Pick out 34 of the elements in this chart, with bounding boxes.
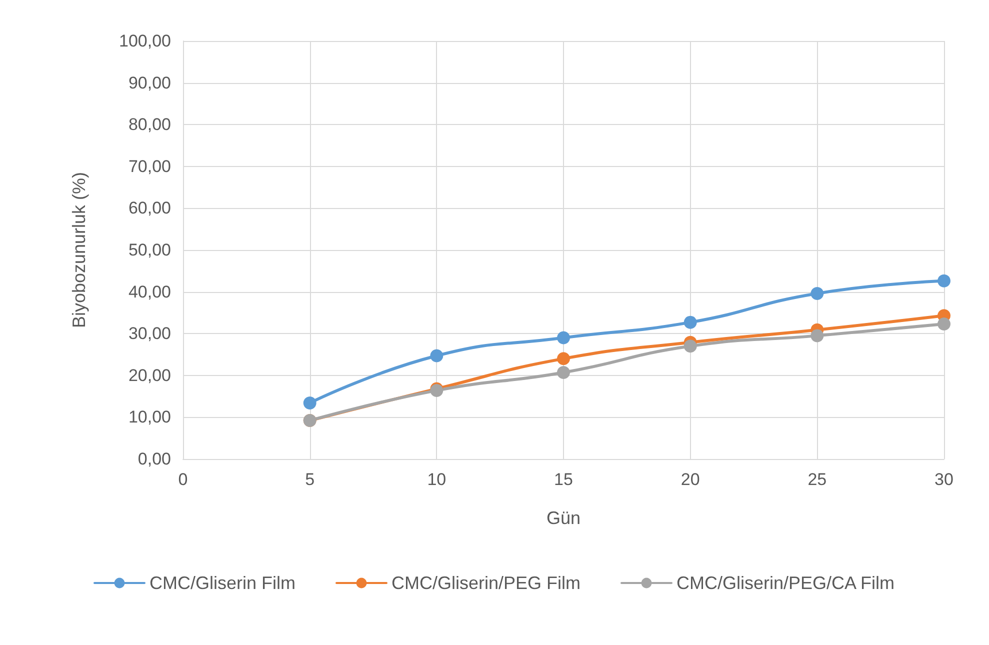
point [430, 349, 444, 362]
point [684, 340, 697, 353]
point [684, 316, 697, 329]
point [938, 317, 950, 330]
x-tick-label: 5 [305, 470, 315, 489]
x-tick-label: 30 [934, 470, 954, 489]
point [810, 329, 824, 342]
y-tick-label: 30,00 [128, 324, 171, 344]
y-tick-label: 60,00 [128, 198, 171, 218]
point [557, 331, 570, 344]
point [557, 352, 570, 366]
point [303, 396, 316, 410]
legend-label: CMC/Gliserin/PEG/CA Film [676, 573, 895, 593]
point [810, 286, 824, 300]
point [938, 274, 950, 288]
y-axis-title: Biyobozunurluk (%) [69, 172, 89, 328]
legend-label: CMC/Gliserin Film [149, 573, 296, 593]
y-tick-label: 70,00 [128, 156, 171, 176]
y-tick-label: 20,00 [128, 366, 171, 385]
point [557, 366, 570, 379]
x-tick-label: 25 [808, 470, 827, 489]
y-tick-label: 0,00 [138, 450, 171, 468]
y-tick-label: 40,00 [128, 282, 171, 302]
x-tick-label: 20 [680, 470, 700, 489]
y-tick-label: 10,00 [128, 408, 171, 427]
y-tick-label: 90,00 [128, 73, 171, 92]
legend-label: CMC/Gliserin/PEG Film [391, 573, 580, 593]
x-tick-label: 10 [427, 470, 446, 489]
y-tick-label: 100,00 [119, 32, 171, 50]
x-axis-title: Gün [546, 508, 581, 528]
x-tick-label: 15 [554, 470, 573, 489]
y-tick-label: 80,00 [128, 115, 171, 134]
y-tick-label: 50,00 [128, 240, 171, 260]
x-tick-label: 0 [178, 470, 188, 489]
